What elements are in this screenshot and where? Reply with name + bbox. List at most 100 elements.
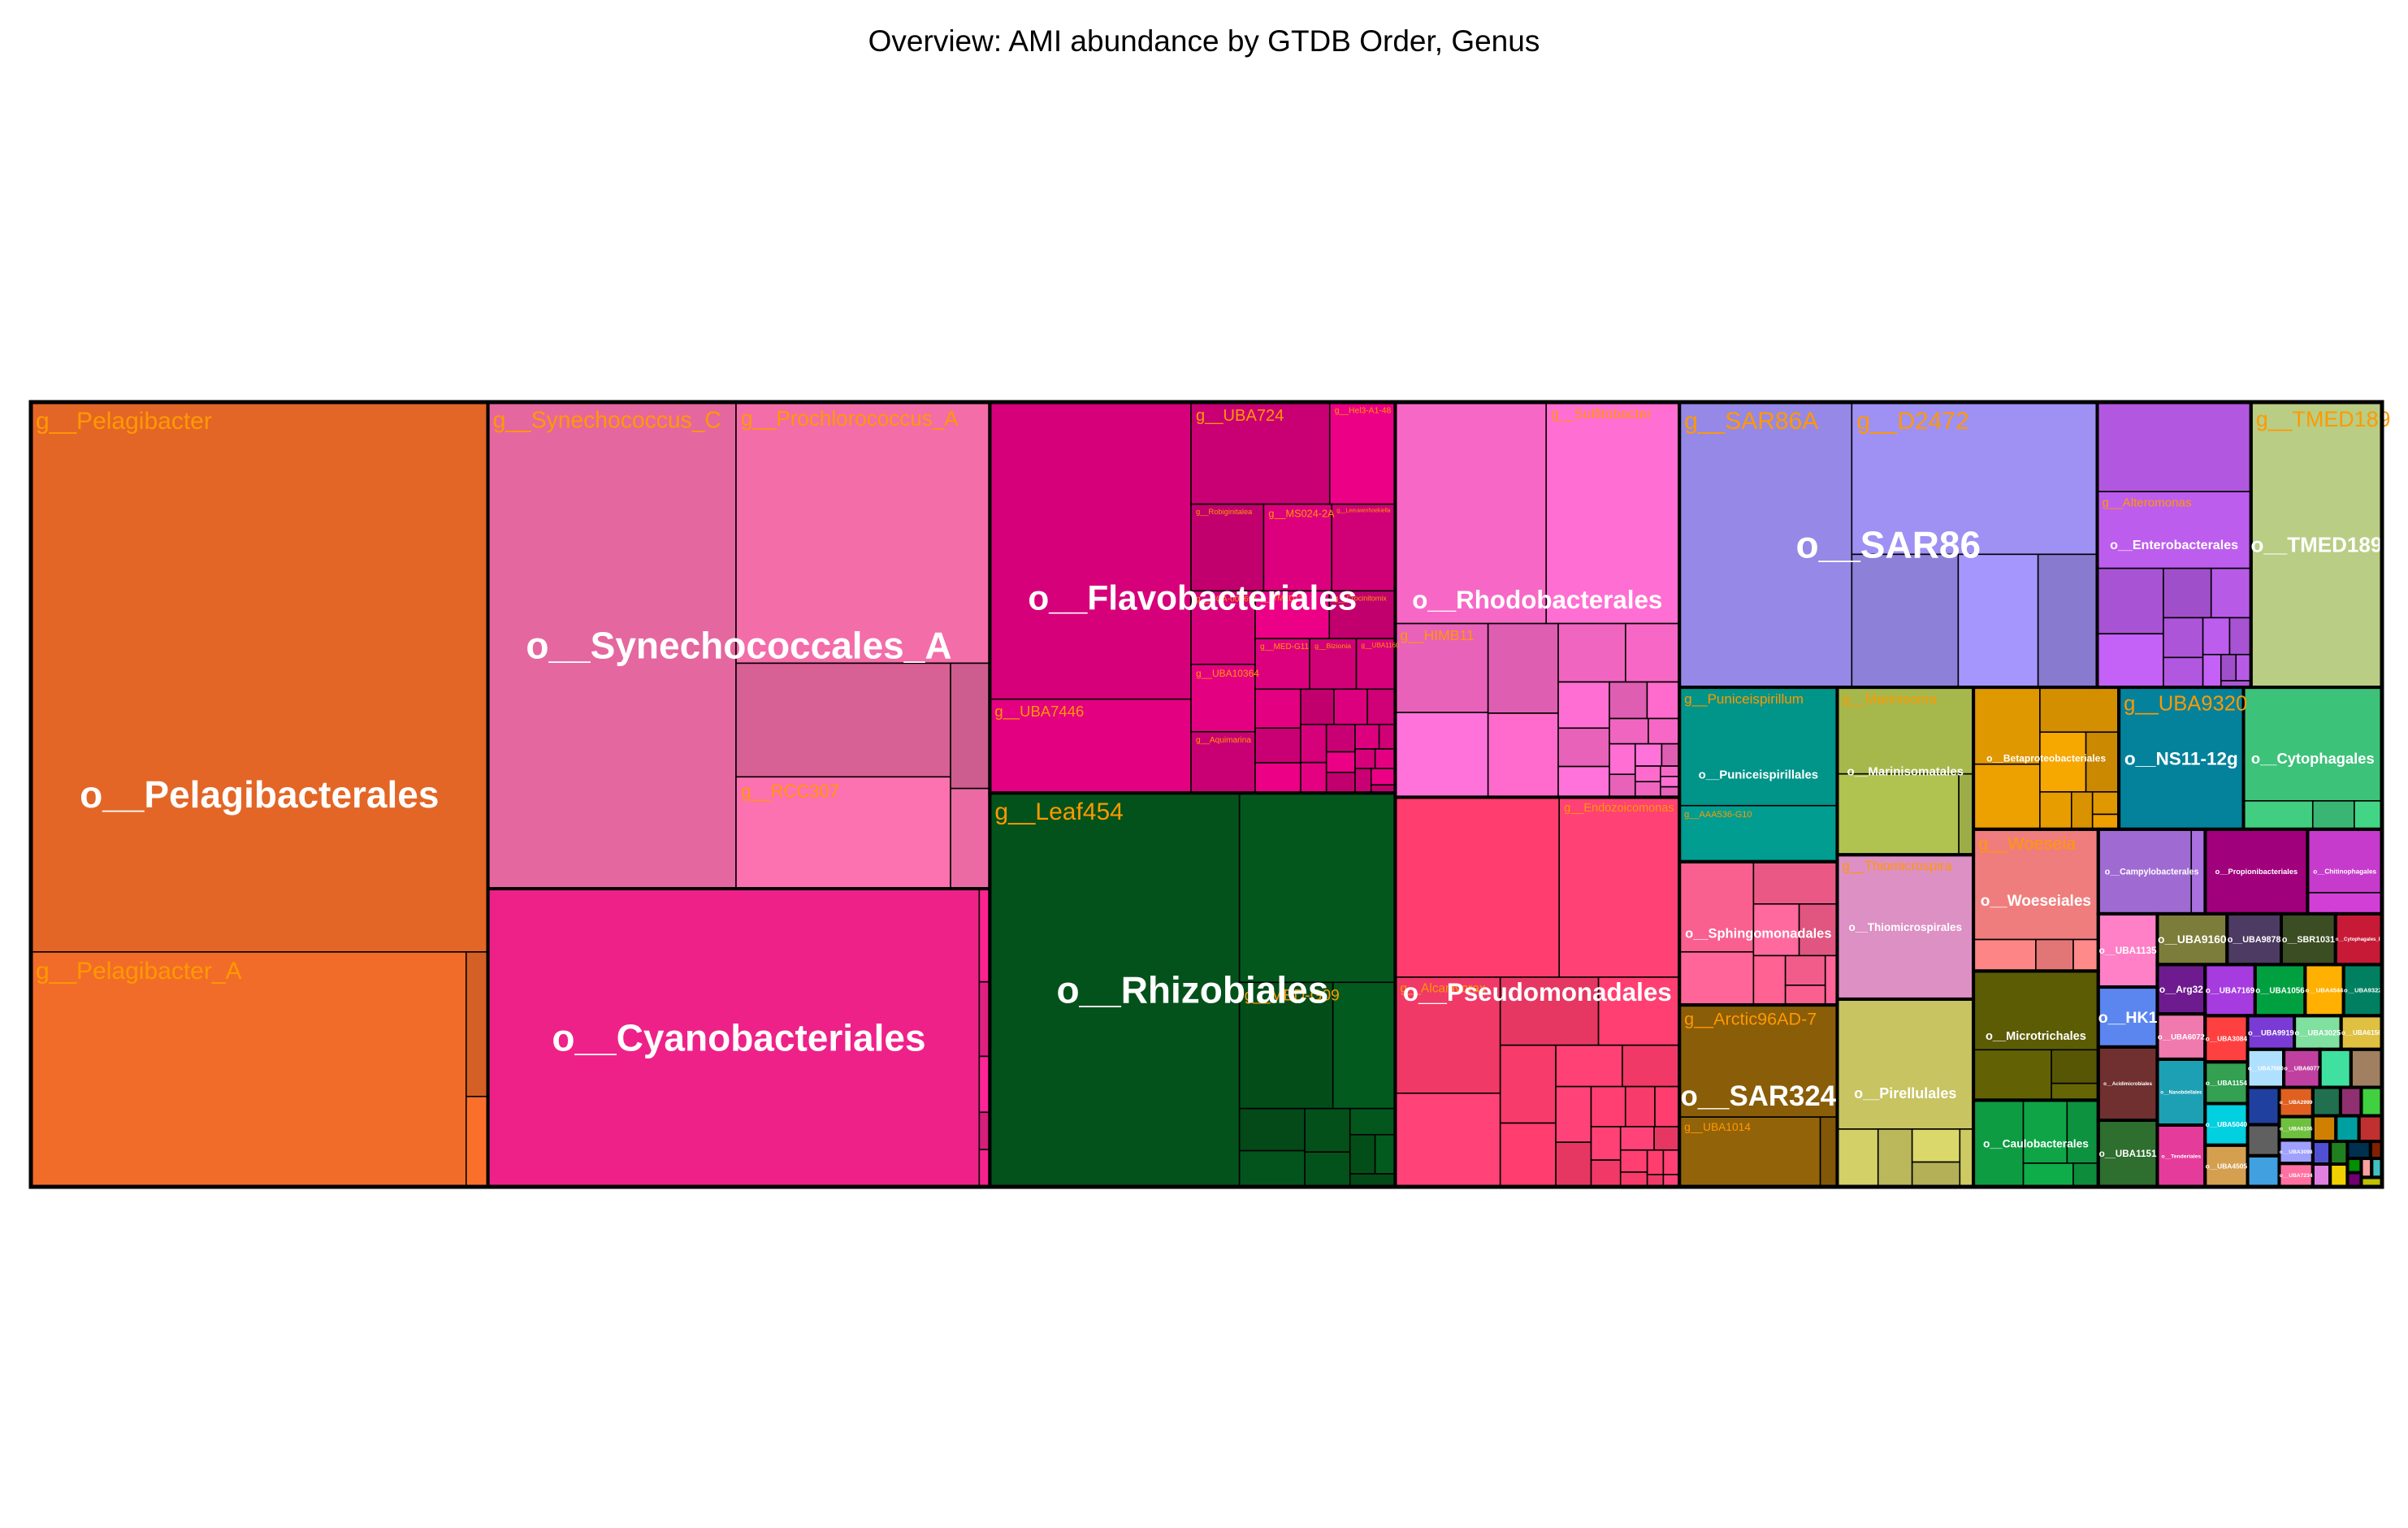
order-label: o__NS11-12g bbox=[2124, 748, 2238, 768]
order-label: o__UBA2999 bbox=[2280, 1100, 2313, 1106]
genus-label: g__UBA9320 bbox=[2124, 693, 2247, 716]
genus-cell bbox=[1851, 553, 1960, 688]
genus-cell bbox=[2097, 986, 2159, 1048]
genus-cell bbox=[1366, 688, 1397, 725]
chart-title: Overview: AMI abundance by GTDB Order, G… bbox=[868, 24, 1540, 58]
genus-cell bbox=[2085, 731, 2120, 793]
genus-cell bbox=[1784, 954, 1826, 986]
genus-cell bbox=[1557, 622, 1626, 683]
order-label: o__Cytophagales_B bbox=[2336, 937, 2383, 942]
genus-cell bbox=[1625, 622, 1680, 683]
genus-cell bbox=[1653, 1126, 1680, 1151]
genus-cell bbox=[1752, 903, 1800, 957]
genus-cell-g-woeseia bbox=[1973, 829, 2099, 941]
order-o-uba9120 bbox=[2312, 1163, 2331, 1188]
genus-cell bbox=[1238, 792, 1397, 984]
order-label: o__Pirellulales bbox=[1854, 1085, 1956, 1102]
genus-label: g__UBA1160 bbox=[1362, 642, 1400, 649]
genus-cell bbox=[2096, 633, 2164, 688]
order-label: o__Microtrichales bbox=[1986, 1030, 2086, 1043]
genus-cell bbox=[735, 662, 951, 778]
order-o-uba2102 bbox=[2319, 1048, 2352, 1089]
order-o-uba3077 bbox=[2335, 1115, 2360, 1142]
genus-cell bbox=[1624, 1085, 1656, 1128]
genus-cell bbox=[1590, 1159, 1622, 1188]
genus-cell bbox=[2096, 401, 2252, 492]
genus-cell bbox=[2202, 653, 2222, 688]
order-o-microtrichales bbox=[1973, 970, 2099, 1102]
order-o-uba9878 bbox=[2226, 913, 2282, 966]
genus-cell bbox=[1678, 950, 1755, 1006]
genus-cell bbox=[1973, 686, 2041, 765]
genus-cell bbox=[1374, 1133, 1397, 1175]
genus-cell-g-marinisoma bbox=[1836, 686, 1974, 775]
genus-cell bbox=[2097, 1119, 2159, 1188]
order-o-uba4421 bbox=[2246, 1123, 2280, 1157]
genus-cell bbox=[1325, 751, 1356, 773]
genus-cell bbox=[2204, 829, 2309, 915]
order-label: o__UBA7234 bbox=[2280, 1173, 2313, 1179]
order-label: o__Woeseiales bbox=[1981, 893, 2091, 910]
order-o-uba5530 bbox=[2346, 1141, 2371, 1159]
genus-cell bbox=[2312, 1115, 2337, 1142]
genus-cell bbox=[2097, 1046, 2159, 1121]
order-label: o__Cytophagales bbox=[2251, 750, 2375, 767]
genus-cell bbox=[2022, 1162, 2074, 1188]
order-label: o__UBA6156 bbox=[2341, 1029, 2382, 1037]
order-o-puniceispirillales bbox=[1678, 686, 1838, 863]
genus-cell bbox=[1836, 773, 1960, 856]
genus-cell bbox=[1254, 762, 1301, 794]
genus-cell bbox=[1959, 1128, 1974, 1188]
genus-cell bbox=[2091, 813, 2120, 830]
genus-cell bbox=[1590, 1085, 1626, 1128]
genus-cell bbox=[2246, 1086, 2280, 1126]
order-o-sphingomonadales bbox=[1678, 860, 1838, 1006]
order-label: o__UBA7080 bbox=[2248, 1066, 2284, 1072]
genus-cell bbox=[2072, 1162, 2099, 1188]
genus-cell bbox=[1660, 765, 1680, 777]
genus-cell bbox=[950, 787, 991, 890]
order-label: o__UBA5040 bbox=[2206, 1120, 2248, 1128]
genus-cell bbox=[1654, 1085, 1680, 1128]
genus-cell bbox=[2312, 1086, 2341, 1117]
genus-label: g__Bizionia bbox=[1314, 642, 1351, 650]
genus-cell bbox=[2156, 913, 2228, 966]
order-label: o__Caulobacterales bbox=[1983, 1137, 2089, 1149]
genus-cell bbox=[1819, 1116, 1838, 1188]
genus-cell bbox=[1609, 681, 1648, 720]
genus-cell bbox=[1325, 772, 1356, 794]
genus-label: g__D2472 bbox=[1856, 408, 1968, 435]
genus-cell bbox=[1752, 954, 1787, 1006]
genus-label: g__UBA10364 bbox=[1196, 668, 1259, 679]
order-o-uba4190 bbox=[2329, 1163, 2349, 1188]
order-label: o__UBA1135 bbox=[2099, 946, 2157, 956]
genus-cell-g-uba1014 bbox=[1678, 1116, 1821, 1188]
genus-cell-g-pelagibacter bbox=[30, 401, 489, 953]
genus-cell-g-sulfitobacter bbox=[1545, 401, 1680, 625]
order-label: o__Marinisomatales bbox=[1847, 764, 1964, 778]
order-label: o__TMED189 bbox=[2250, 533, 2382, 557]
order-label: o__UBA3025 bbox=[2295, 1028, 2341, 1037]
genus-cell bbox=[2242, 800, 2314, 830]
genus-cell bbox=[2039, 686, 2120, 734]
genus-cell bbox=[2246, 1123, 2280, 1157]
order-label: o__Nanobdellales bbox=[2160, 1091, 2202, 1096]
genus-cell bbox=[2246, 1154, 2280, 1188]
order-o-sar324 bbox=[1678, 1004, 1838, 1188]
order-label: o__Arg32 bbox=[2159, 984, 2203, 995]
order-label: o__Rhodobacterales bbox=[1412, 586, 1662, 614]
order-o-acidimicrobiales bbox=[2097, 1046, 2159, 1121]
order-o-uba1015 bbox=[2312, 1115, 2337, 1142]
order-label: o__Propionibacteriales bbox=[2215, 868, 2298, 876]
genus-cell bbox=[2346, 1171, 2363, 1188]
order-o-uba2958 bbox=[2340, 1086, 2363, 1117]
genus-cell bbox=[1634, 742, 1663, 767]
genus-label: g__Aquimarina bbox=[1196, 736, 1251, 745]
genus-cell bbox=[2278, 1115, 2314, 1141]
order-label: o__UBA3084 bbox=[2206, 1035, 2248, 1043]
order-o-pelagibacterales bbox=[30, 401, 489, 1188]
genus-label: g__UBA724 bbox=[1196, 407, 1284, 425]
genus-cell bbox=[1661, 742, 1680, 767]
genus-label: g__Pelagibacter bbox=[36, 408, 212, 435]
